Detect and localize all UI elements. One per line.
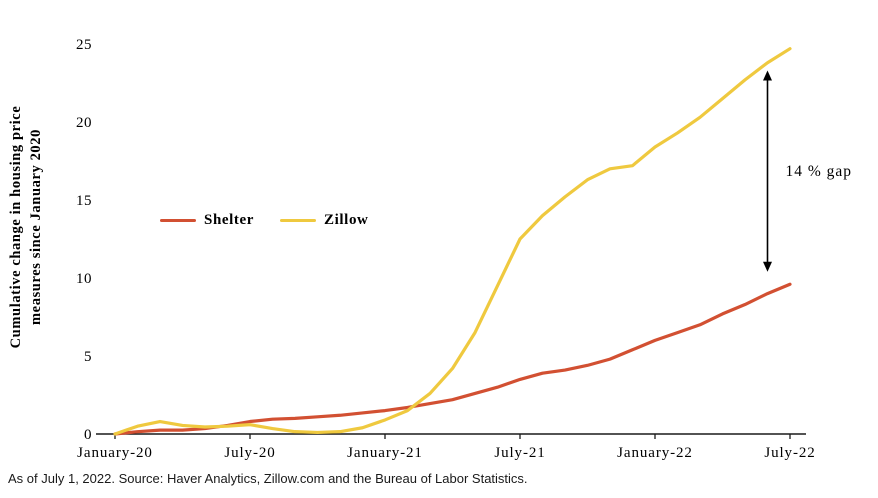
x-axis-tick-label: July-21 [494,445,545,461]
y-axis-tick-label: 20 [76,115,92,131]
gap-arrowhead-bottom [763,261,772,272]
legend-swatch-zillow [280,218,317,223]
x-axis-tick-label: January-20 [77,445,153,461]
chart-canvas: January-20 July-20 January-21 July-21 Januar… [76,37,853,461]
gap-annotation-label: 14 % gap [786,163,853,180]
y-axis-tick-label: 10 [76,271,92,287]
source-footnote: As of July 1, 2022. Source: Haver Analyt… [8,471,528,486]
x-axis-tick-label: July-22 [764,445,815,461]
legend-swatch-shelter [160,218,196,223]
gap-arrowhead-top [763,70,772,81]
legend-label-shelter: Shelter [204,212,255,228]
legend-item-shelter: Shelter [160,212,254,229]
x-axis-tick-label: January-21 [347,445,423,461]
x-axis-tick-label: January-22 [617,445,693,461]
y-axis-tick-label: 15 [76,193,92,209]
series-line-zillow [113,47,792,436]
series-line-shelter [113,282,792,436]
legend-label-zillow: Zillow [324,212,369,228]
chart-legend: Shelter Zillow [160,212,368,229]
y-axis-tick-label: 25 [76,37,92,53]
x-axis-tick-label: July-20 [224,445,275,461]
y-axis-tick-label: 5 [84,349,92,365]
legend-item-zillow: Zillow [280,212,368,229]
y-axis-tick-label: 0 [84,427,92,443]
